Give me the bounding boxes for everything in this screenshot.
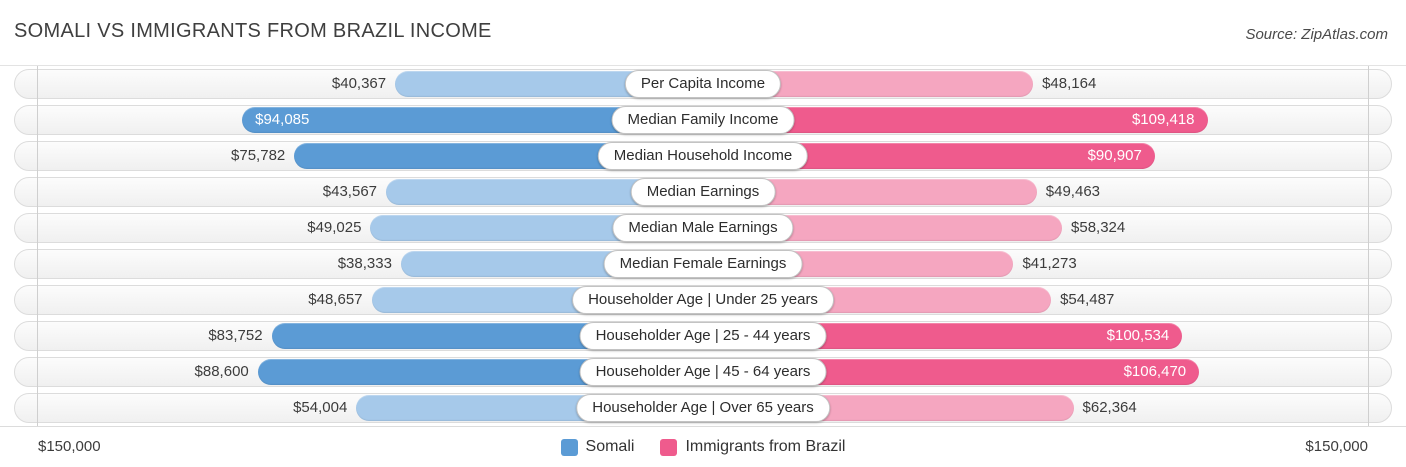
legend-item-brazil: Immigrants from Brazil [660, 438, 845, 456]
somali-value-label: $75,782 [231, 147, 286, 164]
brazil-value-label: $62,364 [1082, 399, 1137, 416]
chart-area: $40,367 $48,164 Per Capita Income $94,085 $1… [0, 65, 1406, 427]
category-pill: Householder Age | 45 - 64 years [579, 358, 827, 386]
brazil-value-label: $100,534 [1106, 327, 1170, 344]
brazil-value-label: $49,463 [1045, 183, 1101, 200]
brazil-value-label: $58,324 [1071, 219, 1126, 236]
legend-item-somali: Somali [560, 438, 635, 456]
category-pill: Householder Age | 25 - 44 years [579, 322, 827, 350]
category-pill: Per Capita Income [624, 70, 782, 98]
chart-row: $48,657 $54,487 Householder Age | Under 25… [14, 285, 1392, 315]
somali-value-label: $94,085 [255, 111, 310, 128]
brazil-value-label: $106,470 [1123, 363, 1187, 380]
somali-value-label: $43,567 [322, 183, 378, 200]
chart-row: $38,333 $41,273 Median Female Earnings [14, 249, 1392, 279]
chart-row: $49,025 $58,324 Median Male Earnings [14, 213, 1392, 243]
somali-value-label: $54,004 [293, 399, 348, 416]
chart-row: $40,367 $48,164 Per Capita Income [14, 69, 1392, 99]
somali-swatch-icon [560, 438, 578, 456]
category-pill: Median Female Earnings [603, 250, 803, 278]
brazil-value-label: $41,273 [1022, 255, 1077, 272]
chart-row: $75,782 $90,907 Median Household Income [14, 141, 1392, 171]
chart-row: $43,567 $49,463 Median Earnings [14, 177, 1392, 207]
source-attribution: Source: ZipAtlas.com [1245, 26, 1388, 43]
category-pill: Householder Age | Over 65 years [576, 394, 830, 422]
brazil-swatch-icon [660, 438, 678, 456]
chart-row: $88,600 $106,470 Householder Age | 45 - 64… [14, 357, 1392, 387]
chart-row: $54,004 $62,364 Householder Age | Over 65 … [14, 393, 1392, 423]
axis-max-left: $150,000 [38, 438, 101, 455]
somali-value-label: $88,600 [194, 363, 249, 380]
chart-row: $94,085 $109,418 Median Family Income [14, 105, 1392, 135]
page-title: SOMALI VS IMMIGRANTS FROM BRAZIL INCOME [14, 20, 492, 42]
chart-header: SOMALI VS IMMIGRANTS FROM BRAZIL INCOME … [0, 0, 1406, 43]
category-pill: Median Household Income [597, 142, 809, 170]
category-pill: Householder Age | Under 25 years [572, 286, 834, 314]
somali-value-label: $48,657 [308, 291, 363, 308]
legend-label: Somali [585, 438, 635, 455]
brazil-value-label: $109,418 [1131, 111, 1195, 128]
category-pill: Median Male Earnings [612, 214, 794, 242]
axis-line-left [37, 66, 38, 426]
legend: Somali Immigrants from Brazil [0, 432, 1406, 462]
chart-footer: $150,000 Somali Immigrants from Brazil $… [0, 432, 1406, 462]
somali-value-label: $49,025 [307, 219, 362, 236]
legend-label: Immigrants from Brazil [685, 438, 846, 455]
brazil-value-label: $90,907 [1087, 147, 1142, 164]
chart-rows: $40,367 $48,164 Per Capita Income $94,085 $1… [0, 69, 1406, 423]
brazil-value-label: $54,487 [1060, 291, 1115, 308]
category-pill: Median Earnings [630, 178, 776, 206]
brazil-value-label: $48,164 [1042, 75, 1097, 92]
axis-line-right [1368, 66, 1369, 426]
somali-value-label: $83,752 [208, 327, 263, 344]
somali-value-label: $38,333 [337, 255, 392, 272]
chart-row: $83,752 $100,534 Householder Age | 25 - 44… [14, 321, 1392, 351]
axis-max-right: $150,000 [1305, 438, 1368, 455]
somali-value-label: $40,367 [331, 75, 387, 92]
category-pill: Median Family Income [611, 106, 795, 134]
